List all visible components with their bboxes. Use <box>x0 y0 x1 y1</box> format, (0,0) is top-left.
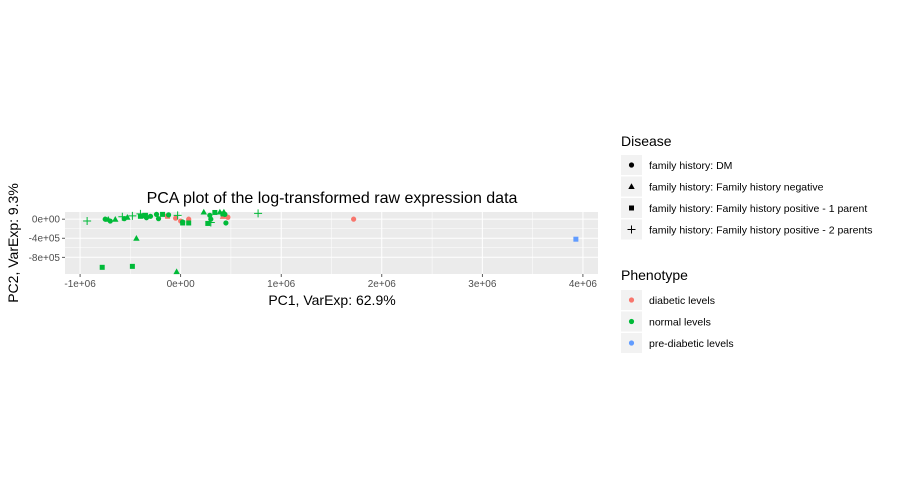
x-tick-label: 3e+06 <box>468 279 497 290</box>
data-point <box>173 211 182 220</box>
data-points <box>83 208 579 275</box>
data-point <box>200 208 207 215</box>
data-point <box>105 215 112 222</box>
data-point <box>351 216 357 222</box>
legend-key <box>628 183 635 190</box>
data-point <box>136 209 145 218</box>
data-point <box>142 212 148 218</box>
legend-key <box>627 225 636 234</box>
legend-label: family history: Family history negative <box>649 181 824 193</box>
legend-title: Disease <box>621 133 672 149</box>
data-point <box>173 215 179 221</box>
x-axis: -1e+06 0e+00 1e+06 2e+06 3e+06 4e+06 <box>64 274 597 290</box>
data-point <box>112 215 119 222</box>
data-point <box>205 220 211 226</box>
data-point <box>129 263 135 269</box>
data-point <box>186 220 192 226</box>
data-point <box>206 218 215 227</box>
legend-label: normal levels <box>649 316 711 328</box>
y-tick-label: 0e+00 <box>32 215 61 226</box>
data-point <box>254 209 263 218</box>
legend-label: family history: DM <box>649 160 732 172</box>
data-point <box>165 212 172 218</box>
data-point <box>118 212 127 221</box>
legend-key <box>628 318 635 325</box>
data-point <box>128 211 137 220</box>
data-point <box>133 235 140 241</box>
legend-label: family history: Family history positive … <box>649 203 867 215</box>
data-point <box>83 217 92 226</box>
y-tick-label: -8e+05 <box>29 253 61 264</box>
data-point <box>160 211 166 217</box>
legend-label: family history: Family history positive … <box>649 224 872 236</box>
data-point <box>147 213 154 219</box>
legend-label: diabetic levels <box>649 295 715 307</box>
data-point <box>186 216 192 222</box>
data-point <box>155 216 162 222</box>
x-tick-label: 2e+06 <box>368 279 397 290</box>
legend-label: pre-diabetic levels <box>649 338 734 350</box>
x-tick-label: 4e+06 <box>569 279 598 290</box>
data-point <box>180 220 186 226</box>
legend-key <box>628 162 635 168</box>
y-axis-title: PC2, VarExp: 9.3% <box>5 183 21 303</box>
legend-key <box>629 205 634 211</box>
y-axis: 0e+00 -4e+05 -8e+05 <box>29 215 65 264</box>
data-point <box>124 214 131 220</box>
data-point <box>173 268 180 275</box>
x-tick-label: 0e+00 <box>167 279 196 290</box>
data-point <box>220 211 226 217</box>
x-tick-label: -1e+06 <box>64 279 96 290</box>
legend-key <box>628 297 635 303</box>
chart-title: PCA plot of the log-transformed raw expr… <box>147 190 518 207</box>
data-point <box>153 211 160 217</box>
legend: Disease family history: DM family history:… <box>621 133 872 353</box>
y-tick-label: -4e+05 <box>29 234 61 245</box>
data-point <box>223 220 229 226</box>
legend-title: Phenotype <box>621 267 688 283</box>
legend-key <box>628 340 635 346</box>
data-point <box>212 209 218 215</box>
data-point <box>573 236 579 242</box>
x-tick-label: 1e+06 <box>267 279 296 290</box>
x-axis-title: PC1, VarExp: 62.9% <box>268 292 395 308</box>
data-point <box>99 264 105 270</box>
